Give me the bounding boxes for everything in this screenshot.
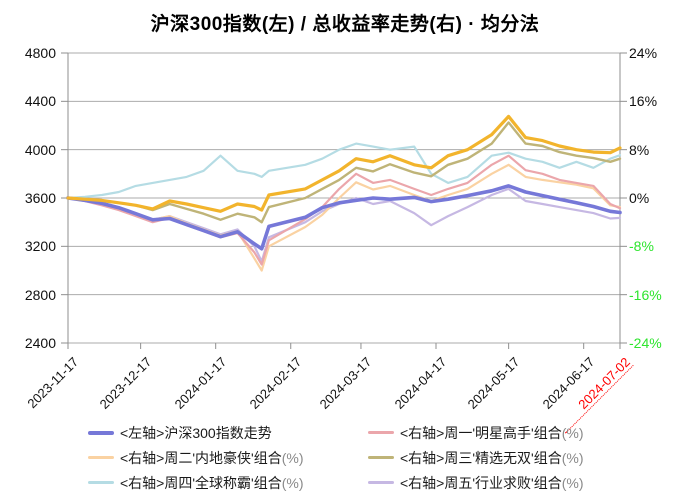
legend-line-swatch [368, 481, 394, 484]
right-axis-label: 8% [629, 141, 650, 158]
plot-area [61, 52, 627, 349]
legend-line-swatch [368, 456, 394, 459]
legend-item-unit: (%) [561, 474, 584, 491]
right-axis-label: -24% [629, 335, 662, 351]
legend-item-unit: (%) [561, 449, 584, 466]
legend-item-unit: (%) [281, 449, 304, 466]
legend-item-unit: (%) [281, 474, 304, 491]
legend-item-label: <右轴>周五'行业求败'组合 [400, 474, 562, 491]
left-axis-label: 2400 [24, 335, 56, 351]
legend-item: <左轴>沪深300指数走势 [88, 420, 368, 445]
legend-item: <右轴>周三'精选无双'组合 (%) [368, 445, 648, 470]
chart-title: 沪深300指数(左) / 总收益率走势(右) · 均分法 [150, 14, 540, 35]
left-axis-label: 2800 [24, 286, 56, 303]
legend-item: <右轴>周二'内地豪侠'组合 (%) [88, 445, 368, 470]
legend-item: <右轴>周五'行业求败'组合 (%) [368, 470, 648, 495]
right-axis-label: 16% [629, 93, 658, 110]
right-axis-label: -8% [629, 238, 654, 255]
legend: <左轴>沪深300指数走势 <右轴>周一'明星高手'组合 (%) <右轴>周二'内地豪… [88, 420, 648, 495]
left-axis-label: 4400 [24, 93, 56, 110]
left-axis-label: 4800 [24, 45, 56, 61]
legend-item-label: <右轴>周三'精选无双'组合 [400, 449, 562, 466]
left-axis-label: 4000 [24, 141, 56, 158]
legend-item-label: <右轴>周一'明星高手'组合 [400, 424, 562, 441]
right-axis-label: 0% [629, 190, 650, 206]
legend-item-label: <左轴>沪深300指数走势 [120, 424, 272, 441]
left-axis-label: 3600 [24, 190, 56, 206]
legend-item-unit: (%) [561, 424, 584, 441]
legend-line-swatch [368, 431, 394, 434]
legend-item: <右轴>周四'全球称霸'组合 (%) [88, 470, 368, 495]
legend-line-swatch [88, 430, 114, 435]
right-axis-label: 24% [629, 45, 658, 61]
legend-item-label: <右轴>周四'全球称霸'组合 [120, 474, 282, 491]
legend-item-label: <右轴>周二'内地豪侠'组合 [120, 449, 282, 466]
legend-line-swatch [88, 456, 114, 459]
legend-item: <右轴>周一'明星高手'组合 (%) [368, 420, 648, 445]
left-axis-label: 3200 [24, 238, 56, 255]
legend-line-swatch [88, 481, 114, 484]
right-axis-label: -16% [629, 286, 662, 303]
